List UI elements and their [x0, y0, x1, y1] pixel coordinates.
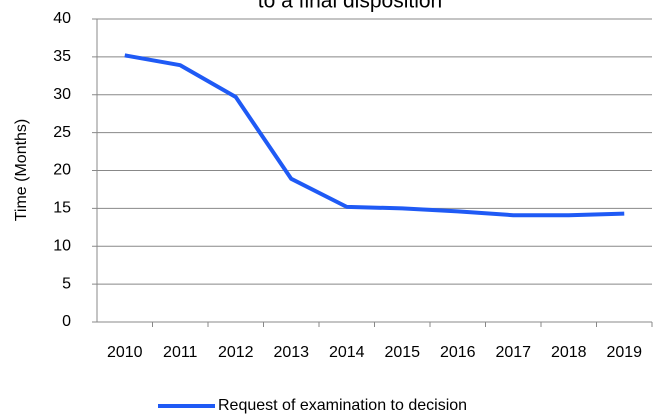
- y-tick-label: 25: [53, 124, 71, 141]
- y-tick-label: 40: [53, 10, 71, 27]
- legend-label: Request of examination to decision: [218, 397, 467, 414]
- y-tick-label: 5: [62, 275, 71, 292]
- y-tick-label: 35: [53, 48, 71, 65]
- x-tick-label: 2014: [329, 344, 365, 361]
- x-tick-label: 2018: [551, 344, 587, 361]
- y-axis-label: Time (Months): [13, 119, 30, 222]
- x-tick-label: 2010: [107, 344, 143, 361]
- x-tick-label: 2015: [384, 344, 420, 361]
- x-tick-label: 2013: [273, 344, 309, 361]
- x-tick-label: 2017: [495, 344, 531, 361]
- y-tick-label: 15: [53, 200, 71, 217]
- y-tick-label: 30: [53, 86, 71, 103]
- chart-title: to a final disposition: [258, 0, 442, 13]
- x-tick-label: 2011: [163, 344, 198, 361]
- y-tick-label: 0: [62, 313, 71, 330]
- line-series: [124, 53, 625, 218]
- y-tick-label: 20: [53, 162, 71, 179]
- x-tick-label: 2019: [606, 344, 642, 361]
- x-tick-label: 2012: [218, 344, 254, 361]
- y-tick-label: 10: [53, 237, 71, 254]
- x-tick-label: 2016: [440, 344, 476, 361]
